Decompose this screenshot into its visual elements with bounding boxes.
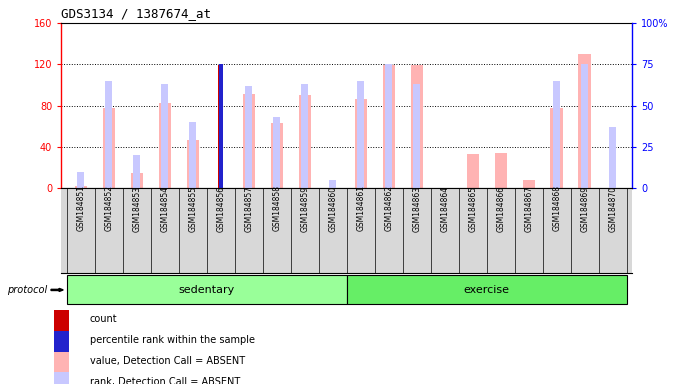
- Text: count: count: [90, 314, 118, 324]
- Bar: [105, 81, 112, 188]
- Bar: [386, 64, 392, 188]
- Bar: [609, 127, 616, 188]
- Bar: [54, 372, 69, 384]
- Bar: [581, 64, 588, 188]
- Bar: [411, 65, 423, 188]
- Bar: [245, 86, 252, 188]
- Bar: [189, 122, 197, 188]
- Bar: [466, 154, 479, 188]
- Bar: [54, 310, 69, 332]
- Bar: [131, 173, 143, 188]
- Bar: [413, 84, 420, 188]
- Bar: [243, 94, 255, 188]
- Bar: [103, 108, 115, 188]
- Bar: [158, 103, 171, 188]
- Bar: [67, 275, 347, 305]
- Bar: [494, 153, 507, 188]
- Text: percentile rank within the sample: percentile rank within the sample: [90, 335, 255, 345]
- Bar: [329, 180, 337, 188]
- Bar: [301, 84, 308, 188]
- Bar: [75, 186, 87, 188]
- Text: exercise: exercise: [464, 285, 510, 295]
- Bar: [133, 155, 140, 188]
- Bar: [273, 117, 280, 188]
- Text: protocol: protocol: [7, 285, 48, 295]
- Bar: [186, 140, 199, 188]
- Bar: [382, 65, 395, 188]
- Bar: [218, 64, 223, 188]
- Bar: [579, 54, 591, 188]
- Text: rank, Detection Call = ABSENT: rank, Detection Call = ABSENT: [90, 377, 240, 384]
- Bar: [161, 84, 168, 188]
- Bar: [522, 180, 535, 188]
- Bar: [551, 108, 563, 188]
- Bar: [218, 65, 223, 188]
- Bar: [54, 331, 69, 353]
- Bar: [299, 95, 311, 188]
- Bar: [78, 186, 84, 188]
- Text: value, Detection Call = ABSENT: value, Detection Call = ABSENT: [90, 356, 245, 366]
- Bar: [354, 99, 367, 188]
- Bar: [78, 172, 84, 188]
- Bar: [554, 81, 560, 188]
- Text: sedentary: sedentary: [179, 285, 235, 295]
- Bar: [271, 123, 283, 188]
- Text: GDS3134 / 1387674_at: GDS3134 / 1387674_at: [61, 7, 211, 20]
- Bar: [357, 81, 364, 188]
- Bar: [54, 352, 69, 373]
- Bar: [347, 275, 627, 305]
